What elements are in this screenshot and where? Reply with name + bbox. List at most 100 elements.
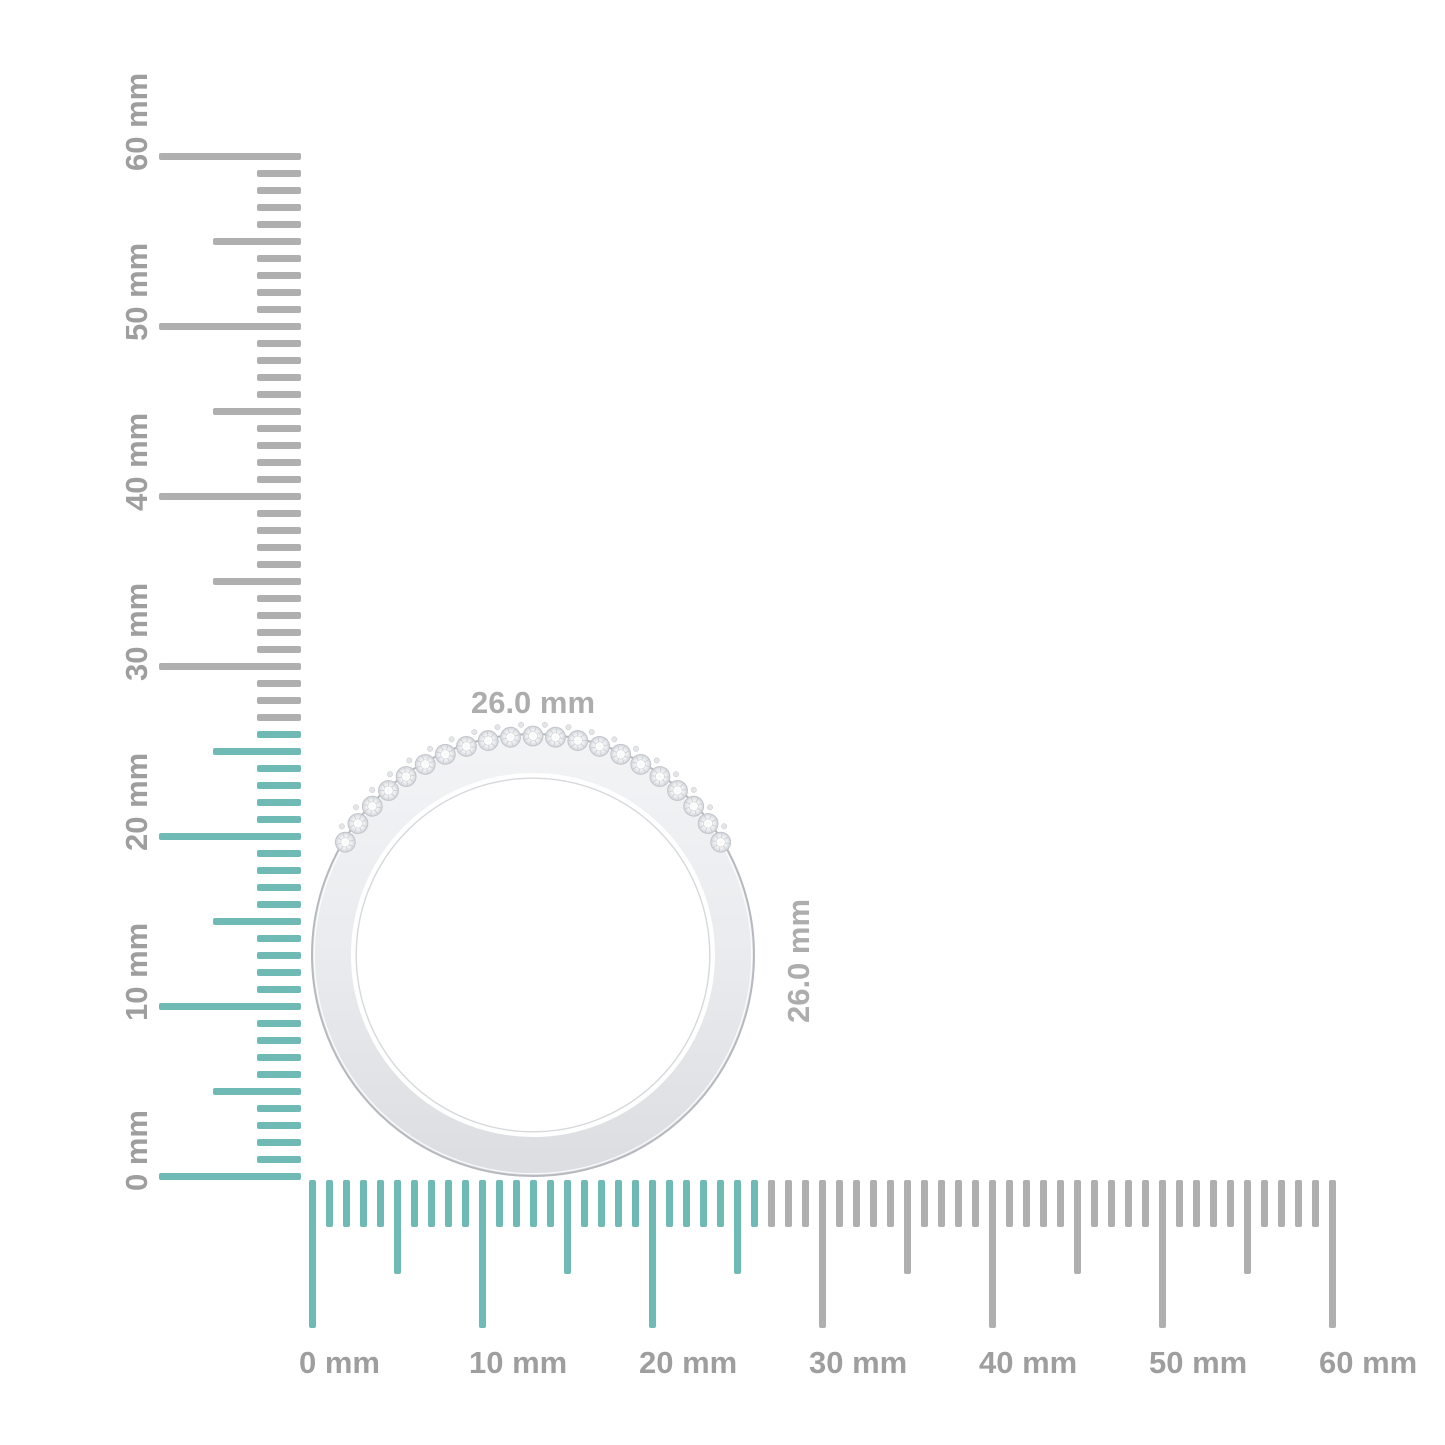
horizontal-ruler-tick-57mm [1278,1180,1285,1227]
horizontal-ruler-tick-31mm [836,1180,843,1227]
vertical-ruler-tick-11mm [257,986,301,993]
horizontal-ruler-tick-35mm [904,1180,911,1274]
vertical-ruler-tick-57mm [257,204,301,211]
vertical-ruler-tick-19mm [257,850,301,857]
vertical-ruler-tick-20mm [159,833,301,840]
diamond-stone [334,831,356,853]
horizontal-ruler-tick-15mm [564,1180,571,1274]
prong-bead [471,729,478,736]
horizontal-ruler-tick-1mm [326,1180,333,1227]
prong-bead [611,736,618,743]
horizontal-ruler-tick-33mm [870,1180,877,1227]
prong-bead [721,823,728,830]
horizontal-ruler-tick-60mm [1329,1180,1336,1328]
vertical-ruler-tick-31mm [257,646,301,653]
horizontal-ruler-tick-25mm [734,1180,741,1274]
horizontal-ruler-tick-24mm [717,1180,724,1227]
horizontal-ruler-tick-28mm [785,1180,792,1227]
diamond-stone [395,766,417,787]
ring-width-dimension-label: 26.0 mm [470,685,596,720]
prong-bead [588,729,595,736]
horizontal-ruler-label-40mm: 40 mm [979,1345,1078,1380]
vertical-ruler-tick-51mm [257,306,301,313]
vertical-ruler-tick-33mm [257,612,301,619]
horizontal-ruler-tick-52mm [1193,1180,1200,1227]
diamond-stone [414,753,436,775]
diamond-stone [610,743,632,765]
diamond-stone [710,831,732,853]
vertical-ruler-tick-55mm [213,238,301,245]
ring-height-dimension-label: 26.0 mm [781,898,816,1024]
horizontal-ruler-label-20mm: 20 mm [639,1345,738,1380]
horizontal-ruler-label-60mm: 60 mm [1319,1345,1418,1380]
vertical-ruler-tick-8mm [257,1037,301,1044]
horizontal-ruler-tick-6mm [411,1180,418,1227]
horizontal-ruler-tick-36mm [921,1180,928,1227]
vertical-ruler-tick-18mm [257,867,301,874]
horizontal-ruler-tick-26mm [751,1180,758,1227]
stone-row [334,721,732,853]
vertical-ruler-tick-37mm [257,544,301,551]
horizontal-ruler-label-0mm: 0 mm [299,1345,380,1380]
vertical-ruler-tick-59mm [257,170,301,177]
prong-bead [707,804,713,811]
vertical-ruler-tick-28mm [257,697,301,704]
diamond-stone [649,766,671,787]
horizontal-ruler-tick-46mm [1091,1180,1098,1227]
vertical-ruler-tick-60mm [159,153,301,160]
horizontal-ruler-tick-21mm [666,1180,673,1227]
vertical-ruler-tick-0mm [159,1173,301,1180]
vertical-ruler-tick-44mm [257,425,301,432]
vertical-ruler-tick-22mm [257,799,301,806]
diamond-stone [522,725,544,747]
diamond-stone [378,780,399,801]
horizontal-ruler-tick-23mm [700,1180,707,1227]
horizontal-ruler-tick-10mm [479,1180,486,1328]
horizontal-ruler-tick-48mm [1125,1180,1132,1227]
prong-bead [673,771,679,778]
diamond-stone [500,726,521,748]
horizontal-ruler-tick-43mm [1040,1180,1047,1227]
horizontal-ruler-label-30mm: 30 mm [809,1345,908,1380]
diamond-stone [683,795,705,817]
horizontal-ruler-tick-11mm [496,1180,503,1227]
vertical-ruler-tick-2mm [257,1139,301,1146]
prong-bead [406,757,413,764]
vertical-ruler-tick-23mm [257,782,301,789]
horizontal-ruler-tick-3mm [360,1180,367,1227]
horizontal-ruler-label-10mm: 10 mm [469,1345,568,1380]
vertical-ruler-tick-47mm [257,374,301,381]
diamond-stone [589,735,610,757]
vertical-ruler-tick-35mm [213,578,301,585]
vertical-ruler-tick-54mm [257,255,301,262]
vertical-ruler-tick-32mm [257,629,301,636]
vertical-ruler-tick-4mm [257,1105,301,1112]
prong-bead [518,721,525,728]
horizontal-ruler-tick-18mm [615,1180,622,1227]
horizontal-ruler-tick-50mm [1159,1180,1166,1328]
horizontal-ruler-tick-54mm [1227,1180,1234,1227]
vertical-ruler-tick-58mm [257,187,301,194]
horizontal-ruler-tick-27mm [768,1180,775,1227]
prong-bead [494,724,501,731]
prong-bead [653,757,660,764]
horizontal-ruler-tick-34mm [887,1180,894,1227]
horizontal-ruler-tick-22mm [683,1180,690,1227]
diamond-stone [347,813,369,834]
horizontal-ruler-tick-20mm [649,1180,656,1328]
horizontal-ruler-tick-49mm [1142,1180,1149,1227]
vertical-ruler-tick-26mm [257,731,301,738]
horizontal-ruler-tick-17mm [598,1180,605,1227]
horizontal-ruler-tick-4mm [377,1180,384,1227]
horizontal-ruler-tick-37mm [938,1180,945,1227]
vertical-ruler-tick-41mm [257,476,301,483]
vertical-ruler-tick-9mm [257,1020,301,1027]
vertical-ruler-tick-46mm [257,391,301,398]
vertical-ruler-tick-52mm [257,289,301,296]
vertical-ruler-tick-17mm [257,884,301,891]
prong-bead [565,724,572,731]
vertical-ruler-tick-5mm [213,1088,301,1095]
vertical-ruler-tick-16mm [257,901,301,908]
